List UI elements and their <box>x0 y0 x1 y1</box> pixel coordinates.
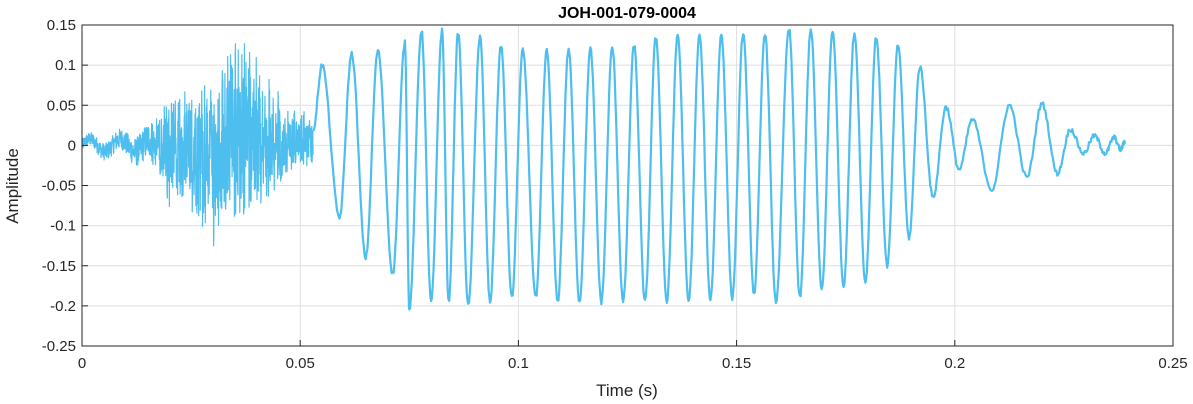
x-tick-label: 0 <box>78 355 86 372</box>
x-tick-label: 0.05 <box>286 355 315 372</box>
x-tick-label: 0.1 <box>508 355 529 372</box>
y-tick-label: 0.1 <box>55 57 76 74</box>
y-axis: 0.15 0.1 0.05 0 -0.05 -0.1 -0.15 -0.2 -0.25 <box>42 17 88 355</box>
y-tick-label: -0.2 <box>50 298 76 315</box>
x-tick-label: 0.15 <box>722 355 751 372</box>
x-axis: 0 0.05 0.1 0.15 0.2 0.25 <box>78 340 1188 372</box>
x-tick-label: 0.2 <box>944 355 965 372</box>
x-tick-label: 0.25 <box>1158 355 1187 372</box>
y-tick-label: 0.05 <box>47 97 76 114</box>
chart-title: JOH-001-079-0004 <box>558 5 696 22</box>
y-tick-label: 0.15 <box>47 17 76 34</box>
y-tick-label: -0.25 <box>42 338 76 355</box>
waveform-voiced-segment <box>312 27 1127 311</box>
series-layer <box>82 27 1127 311</box>
waveform-noise-segment <box>82 43 314 247</box>
y-tick-label: 0 <box>68 137 76 154</box>
y-axis-label: Amplitude <box>3 148 22 224</box>
x-axis-label: Time (s) <box>596 381 658 400</box>
y-tick-label: -0.15 <box>42 258 76 275</box>
y-tick-label: -0.05 <box>42 178 76 195</box>
y-tick-label: -0.1 <box>50 218 76 235</box>
